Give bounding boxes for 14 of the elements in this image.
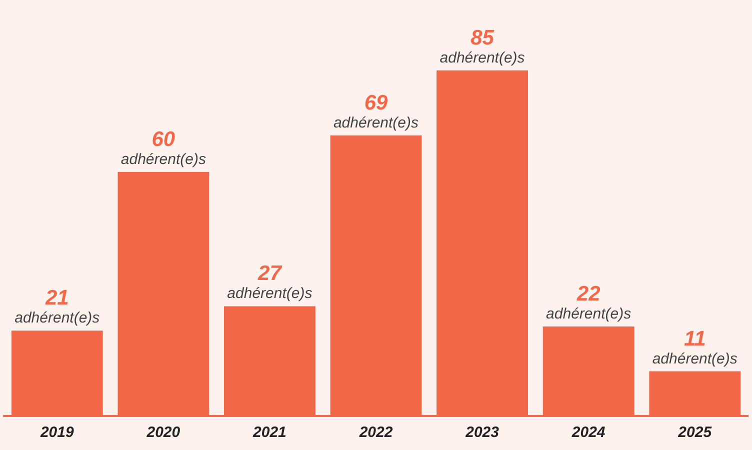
data-label: 69 adhérent(e)s: [333, 91, 420, 132]
x-tick-label: 2025: [677, 424, 712, 442]
data-label: 11 adhérent(e)s: [652, 327, 738, 368]
x-tick-label: 2023: [464, 424, 500, 442]
data-label: 60 adhérent(e)s: [120, 128, 206, 168]
x-tick-label: 2022: [358, 424, 394, 442]
x-tick-label: 2019: [39, 424, 74, 442]
data-label: 21 adhérent(e)s: [14, 286, 100, 327]
data-label: 27 adhérent(e)s: [227, 262, 313, 302]
data-label: 85 adhérent(e)s: [440, 26, 526, 66]
x-tick-label: 2024: [570, 424, 606, 442]
data-label: 22 adhérent(e)s: [546, 282, 632, 323]
x-tick-label: 2021: [252, 424, 286, 442]
x-tick-label: 2020: [146, 424, 181, 442]
